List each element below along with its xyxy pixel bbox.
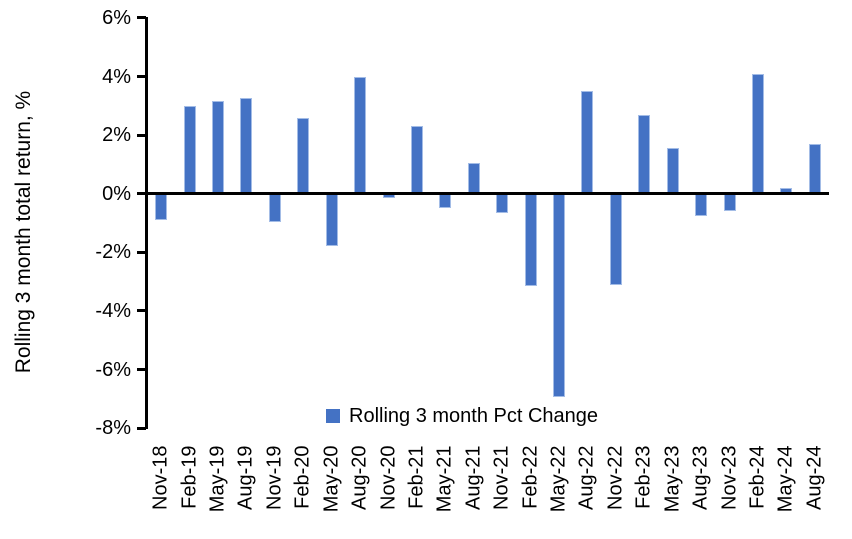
x-tick-label: Feb-20 (291, 445, 314, 509)
bar-Aug-20 (354, 76, 367, 194)
y-tick-label: -6% (95, 358, 131, 381)
y-tick-label: 2% (102, 124, 131, 147)
x-tick-label: Feb-22 (519, 445, 542, 509)
x-tick-label: Nov-23 (718, 445, 741, 510)
bar-Nov-22 (609, 193, 622, 285)
bar-Feb-19 (183, 105, 196, 194)
y-tick-mark (137, 16, 146, 20)
bar-May-22 (553, 193, 566, 398)
legend-color-swatch (326, 409, 340, 423)
y-tick-mark (137, 250, 146, 254)
y-tick-label: 4% (102, 65, 131, 88)
bar-Feb-21 (410, 126, 423, 194)
bar-Feb-22 (524, 193, 537, 286)
x-axis-zero-line (147, 192, 829, 195)
bar-Feb-24 (751, 73, 764, 194)
bar-May-20 (325, 193, 338, 247)
x-tick-label: Nov-18 (149, 445, 172, 510)
bar-Nov-21 (496, 193, 509, 213)
x-tick-label: Aug-20 (348, 445, 371, 511)
x-tick-label: Nov-20 (377, 445, 400, 510)
x-tick-label: Aug-22 (575, 445, 598, 511)
legend: Rolling 3 month Pct Change (326, 404, 598, 428)
y-tick-mark (137, 368, 146, 371)
bar-May-21 (439, 193, 452, 209)
y-tick-label: -2% (95, 241, 131, 264)
x-tick-label: May-19 (206, 445, 229, 513)
x-tick-label: Aug-24 (803, 445, 826, 511)
y-tick-label: -8% (95, 417, 131, 440)
x-tick-label: May-24 (774, 445, 797, 513)
x-tick-label: May-22 (547, 445, 570, 513)
y-tick-label: -4% (95, 299, 131, 322)
x-tick-label: May-20 (320, 445, 343, 513)
x-tick-label: Nov-19 (263, 445, 286, 510)
x-tick-label: May-21 (433, 445, 456, 513)
bar-Aug-22 (581, 91, 594, 194)
x-tick-label: Feb-23 (632, 445, 655, 509)
bar-Aug-19 (240, 98, 253, 194)
x-tick-label: May-23 (661, 445, 684, 513)
bar-Feb-20 (297, 117, 310, 194)
bar-May-23 (666, 148, 679, 194)
x-tick-label: Aug-21 (462, 445, 485, 511)
y-tick-label: 0% (102, 182, 131, 205)
bar-Nov-19 (268, 193, 281, 222)
y-tick-mark (137, 75, 146, 78)
x-tick-label: Aug-19 (234, 445, 257, 511)
y-tick-mark (137, 309, 146, 313)
bar-Nov-18 (155, 193, 168, 221)
x-tick-label: Nov-22 (604, 445, 627, 510)
bar-Nov-23 (723, 193, 736, 212)
bar-May-19 (212, 101, 225, 194)
bar-Feb-23 (638, 114, 651, 194)
bar-Aug-24 (808, 143, 821, 194)
bar-Aug-21 (467, 162, 480, 194)
legend-label: Rolling 3 month Pct Change (349, 405, 599, 427)
bar-Aug-23 (695, 193, 708, 216)
y-axis-line (145, 17, 148, 429)
y-tick-label: 6% (102, 6, 131, 29)
y-tick-mark (137, 192, 146, 196)
x-tick-label: Nov-21 (490, 445, 513, 510)
y-tick-mark (137, 426, 146, 430)
x-tick-label: Feb-24 (746, 445, 769, 509)
x-tick-label: Feb-21 (405, 445, 428, 509)
y-tick-mark (137, 133, 146, 137)
x-tick-label: Feb-19 (178, 445, 201, 509)
x-tick-label: Aug-23 (689, 445, 712, 511)
